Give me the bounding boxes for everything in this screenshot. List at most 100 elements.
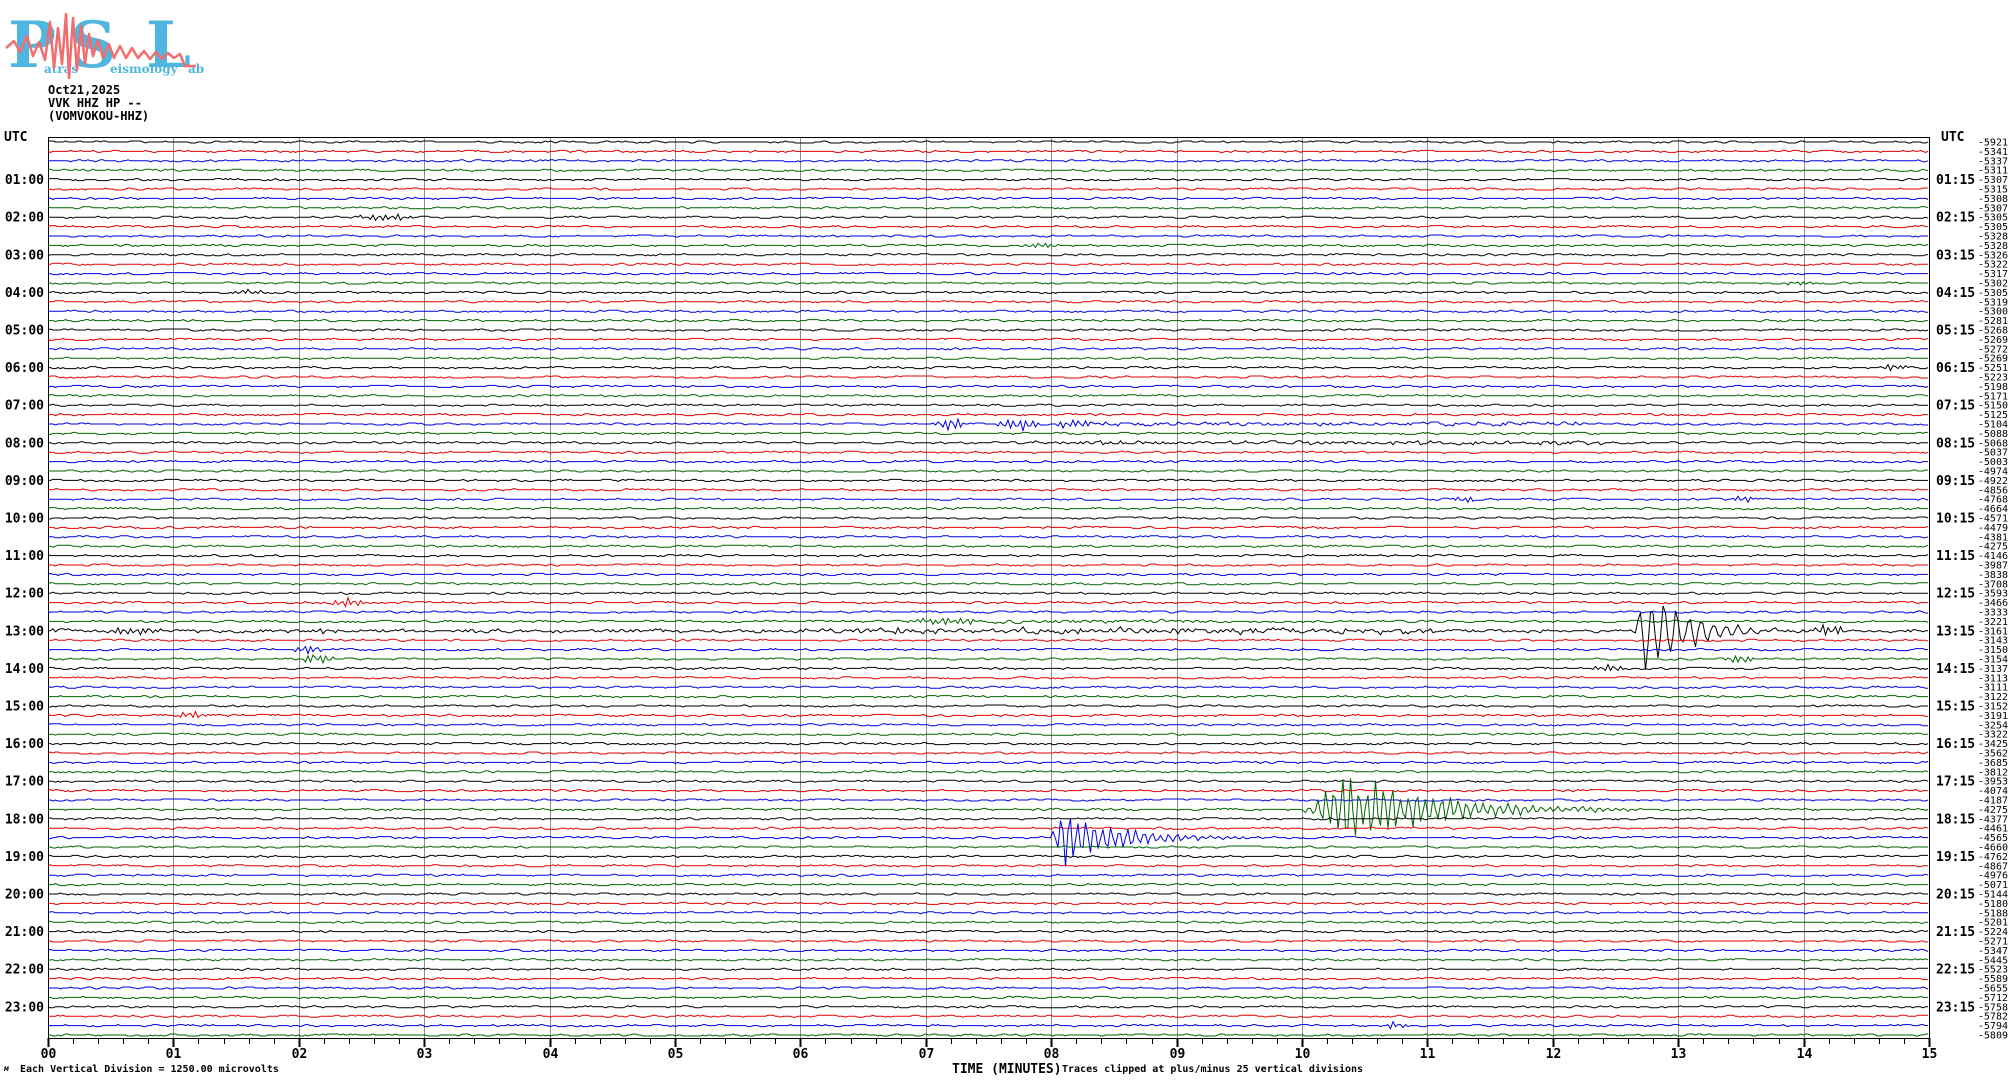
x-tick-label: 09 bbox=[1170, 1047, 1186, 1062]
right-hour-label: 05:15 bbox=[1936, 324, 1975, 339]
seismic-trace-line bbox=[48, 883, 1928, 887]
seismic-trace-line bbox=[48, 638, 1929, 642]
x-tick-label: 06 bbox=[793, 1047, 809, 1062]
offset-value: -4867 bbox=[1978, 861, 2008, 872]
scale-note: Each Vertical Division = 1250.00 microvo… bbox=[20, 1064, 279, 1075]
offset-value: -5281 bbox=[1978, 316, 2008, 327]
x-tick-label: 14 bbox=[1797, 1047, 1813, 1062]
x-tick-label: 11 bbox=[1420, 1047, 1436, 1062]
x-tick-label: 04 bbox=[543, 1047, 559, 1062]
offset-value: -5144 bbox=[1978, 890, 2008, 901]
right-hour-label: 20:15 bbox=[1936, 888, 1975, 903]
seismic-trace-line bbox=[48, 347, 1928, 351]
offset-value: -3562 bbox=[1978, 749, 2008, 760]
seismic-trace-line bbox=[48, 384, 1929, 388]
seismic-trace-line bbox=[48, 206, 1929, 210]
seismic-trace-line bbox=[48, 967, 1928, 971]
offset-value: -5180 bbox=[1978, 899, 2008, 910]
offset-value: -4660 bbox=[1978, 843, 2008, 854]
plot-border bbox=[48, 137, 1930, 1039]
seismic-trace-line bbox=[48, 478, 1928, 482]
traces-group bbox=[48, 140, 1929, 1037]
offset-value: -3137 bbox=[1978, 664, 2008, 675]
seismic-trace-line bbox=[48, 645, 1928, 656]
seismic-trace-line bbox=[48, 375, 1928, 379]
seismic-trace-line bbox=[48, 431, 1928, 435]
offset-value: -5300 bbox=[1978, 307, 2008, 318]
seismic-trace-line bbox=[48, 469, 1928, 473]
seismic-trace-line bbox=[48, 920, 1928, 924]
seismic-trace-line bbox=[48, 272, 1928, 276]
left-hour-label: 23:00 bbox=[5, 1000, 44, 1015]
left-hour-label: 15:00 bbox=[5, 700, 44, 715]
seismic-trace-line bbox=[48, 751, 1929, 755]
seismic-trace-line bbox=[48, 516, 1929, 520]
left-hour-label: 03:00 bbox=[5, 248, 44, 263]
right-hour-label: 03:15 bbox=[1936, 248, 1975, 263]
seismic-trace-line bbox=[48, 892, 1928, 896]
left-hour-label: 17:00 bbox=[5, 775, 44, 790]
offset-value: -5201 bbox=[1978, 918, 2008, 929]
offset-value: -5271 bbox=[1978, 937, 2008, 948]
offset-value: -3838 bbox=[1978, 570, 2008, 581]
seismic-trace-line bbox=[48, 732, 1928, 736]
header-info: Oct21,2025 VVK HHZ HP -- (VOMVOKOU-HHZ) bbox=[48, 84, 149, 123]
seismic-trace-line bbox=[48, 300, 1928, 304]
right-hour-label: 23:15 bbox=[1936, 1000, 1975, 1015]
offset-value: -5315 bbox=[1978, 185, 2008, 196]
seismic-trace-line bbox=[48, 525, 1929, 529]
offset-value: -5305 bbox=[1978, 213, 2008, 224]
seismic-trace-line bbox=[48, 770, 1929, 774]
offset-value: -5445 bbox=[1978, 955, 2008, 966]
x-tick-label: 08 bbox=[1044, 1047, 1060, 1062]
seismic-trace-line bbox=[48, 554, 1929, 558]
time-axis-title: TIME (MINUTES) bbox=[952, 1062, 1062, 1077]
offset-value: -5311 bbox=[1978, 166, 2008, 177]
seismic-trace-line bbox=[48, 281, 1928, 286]
offset-value: -5319 bbox=[1978, 297, 2008, 308]
offset-value: -3812 bbox=[1978, 767, 2008, 778]
offset-value: -4856 bbox=[1978, 485, 2008, 496]
seismic-trace-line bbox=[48, 710, 1928, 719]
seismic-trace-line bbox=[48, 337, 1929, 341]
offset-value: -3111 bbox=[1978, 683, 2008, 694]
x-tick-label: 12 bbox=[1546, 1047, 1562, 1062]
seismic-trace-line bbox=[48, 582, 1928, 586]
seismic-trace-line bbox=[48, 417, 1928, 432]
seismic-trace-line bbox=[48, 168, 1928, 172]
seismic-trace-line bbox=[48, 225, 1928, 229]
left-hour-label: 02:00 bbox=[5, 211, 44, 226]
left-hour-label: 12:00 bbox=[5, 587, 44, 602]
seismic-trace-line bbox=[48, 1033, 1928, 1037]
seismic-trace-line bbox=[48, 319, 1928, 323]
offset-value: -4768 bbox=[1978, 495, 2008, 506]
seismic-trace-line bbox=[48, 572, 1928, 576]
seismic-trace-line bbox=[48, 356, 1928, 360]
offset-value: -3161 bbox=[1978, 626, 2008, 637]
seismic-trace-line bbox=[48, 939, 1928, 943]
offset-value: -5037 bbox=[1978, 448, 2008, 459]
offset-value: -4974 bbox=[1978, 467, 2008, 478]
offset-value: -3154 bbox=[1978, 655, 2008, 666]
offset-value: -3221 bbox=[1978, 617, 2008, 628]
seismic-trace-line bbox=[48, 595, 1928, 608]
seismic-trace-line bbox=[48, 854, 1928, 858]
offset-value: -5268 bbox=[1978, 326, 2008, 337]
seismic-trace-line bbox=[48, 617, 1929, 626]
right-hour-label: 09:15 bbox=[1936, 474, 1975, 489]
seismic-trace-line bbox=[48, 440, 1928, 446]
seismic-trace-line bbox=[48, 262, 1928, 266]
offset-value: -3113 bbox=[1978, 673, 2008, 684]
seismic-trace-line bbox=[48, 779, 1929, 783]
offset-value: -5341 bbox=[1978, 147, 2008, 158]
offset-value: -5794 bbox=[1978, 1021, 2008, 1032]
offset-value: -3143 bbox=[1978, 636, 2008, 647]
seismic-trace-line bbox=[48, 685, 1928, 689]
offset-value: -4074 bbox=[1978, 786, 2008, 797]
offset-value: -5809 bbox=[1978, 1031, 2008, 1042]
left-hour-label: 13:00 bbox=[5, 624, 44, 639]
offset-value: -3333 bbox=[1978, 608, 2008, 619]
seismic-trace-line bbox=[48, 930, 1929, 934]
seismic-trace-line bbox=[48, 760, 1929, 764]
right-hour-label: 06:15 bbox=[1936, 361, 1975, 376]
